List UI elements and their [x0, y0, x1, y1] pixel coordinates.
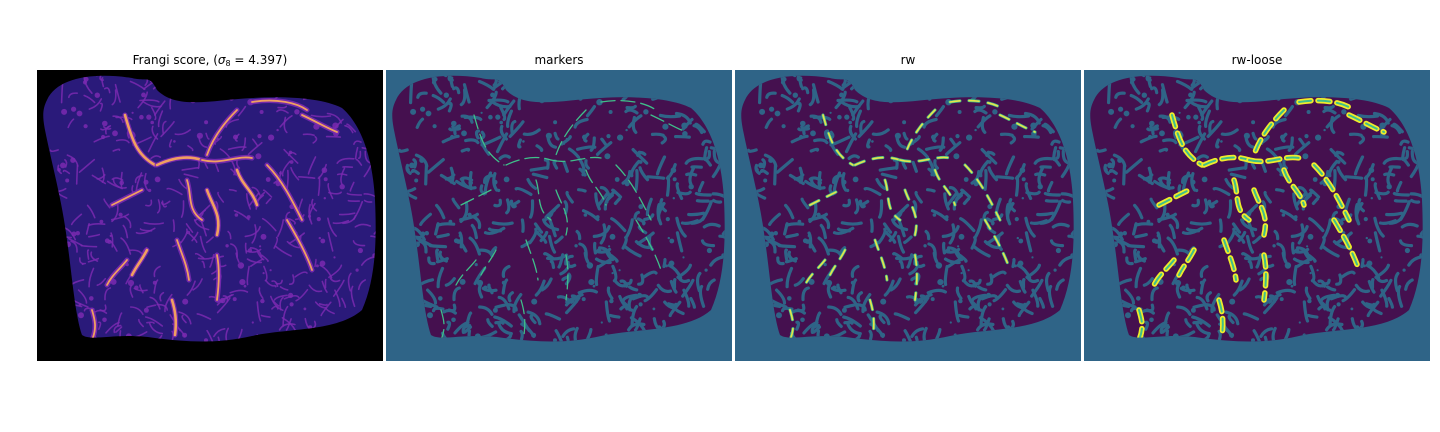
- frangi-score-svg: [37, 70, 383, 361]
- rw-loose-image: [1084, 70, 1430, 361]
- rw-loose-svg: [1084, 70, 1430, 361]
- markers-svg: [386, 70, 732, 361]
- rw-image: [735, 70, 1081, 361]
- frangi-score-image: [37, 70, 383, 361]
- rw-svg: [735, 70, 1081, 361]
- rw-panel-title: rw: [900, 53, 916, 67]
- markers-panel-title: markers: [534, 53, 584, 67]
- markers-image: [386, 70, 732, 361]
- frangi-panel-title: Frangi score, (σ8 = 4.397): [132, 53, 288, 68]
- rw-loose-panel-title: rw-loose: [1231, 53, 1283, 67]
